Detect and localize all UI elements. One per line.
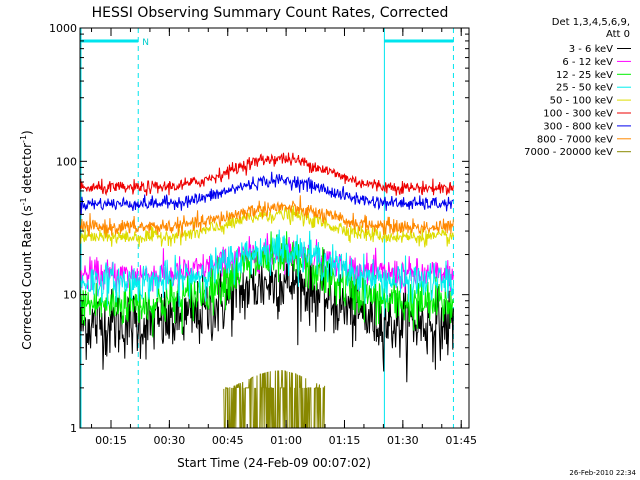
series-line bbox=[79, 171, 454, 216]
x-tick-label: 01:15 bbox=[329, 434, 361, 447]
plot-frame bbox=[79, 27, 470, 429]
legend-header-line-2: Att 0 bbox=[606, 29, 630, 40]
legend-entry-label: 100 - 300 keV bbox=[543, 109, 613, 120]
y-tick-label: 10 bbox=[63, 289, 77, 302]
x-axis-label: Start Time (24-Feb-09 00:07:02) bbox=[177, 456, 371, 470]
chart-title: HESSI Observing Summary Count Rates, Cor… bbox=[92, 5, 449, 21]
x-tick-label: 00:45 bbox=[212, 434, 244, 447]
legend-entry-label: 12 - 25 keV bbox=[556, 70, 613, 81]
series-line bbox=[79, 229, 454, 307]
timestamp: 26-Feb-2010 22:34 bbox=[569, 469, 636, 477]
x-tick-label: 01:30 bbox=[387, 434, 419, 447]
legend-entry-label: 7000 - 20000 keV bbox=[524, 147, 613, 158]
y-tick-label: 1 bbox=[70, 422, 77, 435]
legend-header-line-1: Det 1,3,4,5,6,9, bbox=[552, 17, 630, 28]
series-line bbox=[79, 152, 454, 196]
y-tick-label: 100 bbox=[56, 155, 77, 168]
x-tick-label: 01:45 bbox=[445, 434, 477, 447]
legend-entry-label: 6 - 12 keV bbox=[562, 57, 613, 68]
x-tick-label: 00:30 bbox=[154, 434, 186, 447]
x-tick-label: 00:15 bbox=[95, 434, 127, 447]
legend-entry-label: 3 - 6 keV bbox=[569, 44, 613, 55]
series-group bbox=[79, 152, 454, 429]
y-tick-label: 1000 bbox=[49, 22, 77, 35]
x-tick-label: 01:00 bbox=[270, 434, 302, 447]
legend-entry-label: 800 - 7000 keV bbox=[537, 134, 613, 145]
event-label: N bbox=[142, 38, 149, 48]
legend-entry-label: 50 - 100 keV bbox=[550, 96, 614, 107]
legend-entry-label: 25 - 50 keV bbox=[556, 83, 613, 94]
legend: Det 1,3,4,5,6,9, Att 0 3 - 6 keV 6 - 12 k… bbox=[524, 17, 631, 158]
y-axis: 1 10 100 1000 bbox=[49, 22, 469, 435]
x-axis: 00:15 00:30 00:45 01:00 01:15 01:30 01:45 bbox=[91, 28, 477, 447]
legend-entry-label: 300 - 800 keV bbox=[543, 121, 613, 132]
series-line bbox=[79, 249, 454, 383]
series-line bbox=[79, 195, 454, 238]
y-axis-label: Corrected Count Rate (s-1 detector-1) bbox=[19, 130, 34, 349]
